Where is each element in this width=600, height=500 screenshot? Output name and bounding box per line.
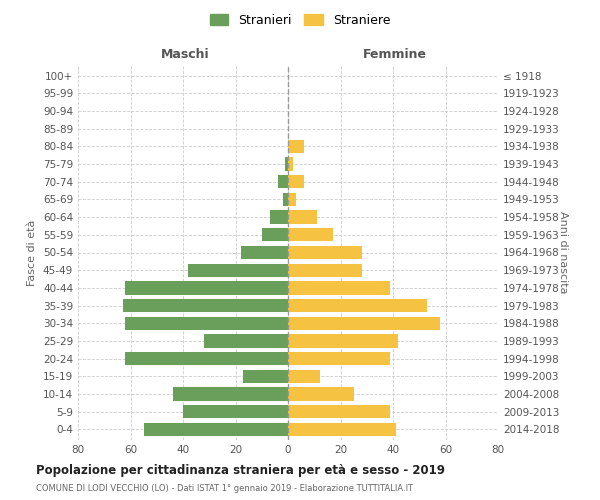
- Bar: [288, 281, 391, 294]
- Text: Femmine: Femmine: [363, 48, 427, 61]
- Bar: [173, 388, 288, 400]
- Text: COMUNE DI LODI VECCHIO (LO) - Dati ISTAT 1° gennaio 2019 - Elaborazione TUTTITAL: COMUNE DI LODI VECCHIO (LO) - Dati ISTAT…: [36, 484, 413, 493]
- Bar: [288, 388, 353, 400]
- Bar: [288, 193, 296, 206]
- Legend: Stranieri, Straniere: Stranieri, Straniere: [205, 8, 395, 32]
- Bar: [188, 264, 288, 277]
- Bar: [241, 246, 288, 259]
- Bar: [288, 264, 361, 277]
- Bar: [288, 175, 304, 188]
- Bar: [183, 405, 288, 418]
- Bar: [288, 405, 391, 418]
- Bar: [283, 193, 288, 206]
- Bar: [277, 175, 288, 188]
- Bar: [122, 299, 288, 312]
- Bar: [125, 352, 288, 366]
- Bar: [204, 334, 288, 347]
- Bar: [262, 228, 288, 241]
- Bar: [288, 246, 361, 259]
- Bar: [288, 140, 304, 153]
- Bar: [288, 228, 332, 241]
- Bar: [125, 281, 288, 294]
- Bar: [288, 370, 320, 383]
- Y-axis label: Fasce di età: Fasce di età: [28, 220, 37, 286]
- Bar: [288, 299, 427, 312]
- Bar: [288, 158, 293, 170]
- Bar: [288, 316, 440, 330]
- Text: Maschi: Maschi: [161, 48, 209, 61]
- Bar: [125, 316, 288, 330]
- Bar: [288, 423, 395, 436]
- Bar: [269, 210, 288, 224]
- Bar: [286, 158, 288, 170]
- Bar: [244, 370, 288, 383]
- Bar: [288, 334, 398, 347]
- Bar: [143, 423, 288, 436]
- Bar: [288, 352, 391, 366]
- Text: Popolazione per cittadinanza straniera per età e sesso - 2019: Popolazione per cittadinanza straniera p…: [36, 464, 445, 477]
- Y-axis label: Anni di nascita: Anni di nascita: [558, 211, 568, 294]
- Bar: [288, 210, 317, 224]
